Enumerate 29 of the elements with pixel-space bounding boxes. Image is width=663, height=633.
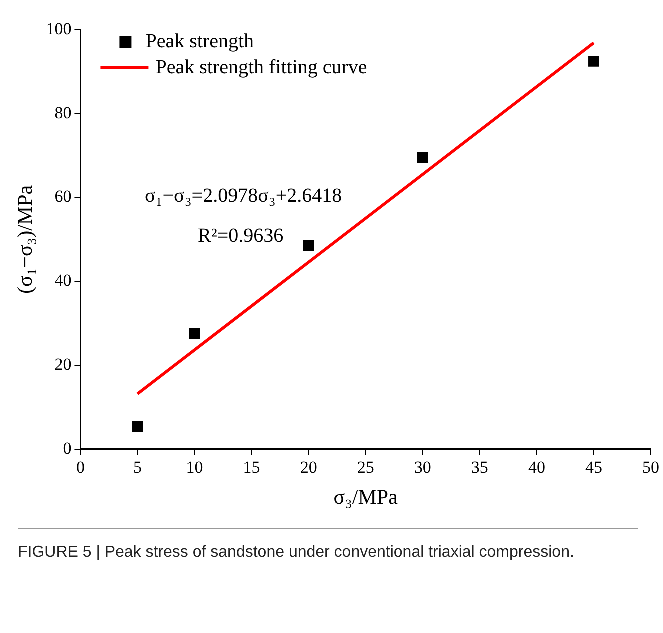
y-tick-label: 0 [63,438,72,458]
y-tick-label: 100 [46,19,72,38]
legend-label: Peak strength fitting curve [156,56,368,78]
x-tick-label: 20 [300,458,318,478]
x-tick-label: 35 [471,458,488,478]
annotation: R²=0.9636 [198,225,284,248]
point [189,328,200,340]
point [303,240,314,252]
point [588,56,600,67]
y-tick-label: 80 [54,103,72,122]
x-axis-title: σ₃/MPa [334,484,399,509]
x-tick-label: 30 [414,458,432,478]
point [132,421,144,432]
y-tick-label: 20 [54,354,72,374]
x-tick-label: 50 [642,458,660,478]
y-axis-title: (σ₁−σ₃)/MPa [13,184,38,294]
x-tick-label: 0 [76,458,85,478]
y-tick-label: 40 [54,271,72,290]
x-tick-label: 25 [357,458,374,478]
y-tick-label: 60 [54,187,72,206]
x-tick-label: 5 [133,458,142,478]
x-tick-label: 10 [186,458,204,478]
annotation: σ₁−σ₃=2.0978σ₃+2.6418 [145,185,342,208]
legend-label: Peak strength [146,30,254,52]
x-tick-label: 45 [585,458,602,478]
point [417,152,428,163]
x-tick-label: 40 [528,458,546,478]
x-tick-label: 15 [243,458,260,478]
caption: FIGURE 5 | Peak stress of sandstone under conventional triaxial compression. [18,528,638,564]
